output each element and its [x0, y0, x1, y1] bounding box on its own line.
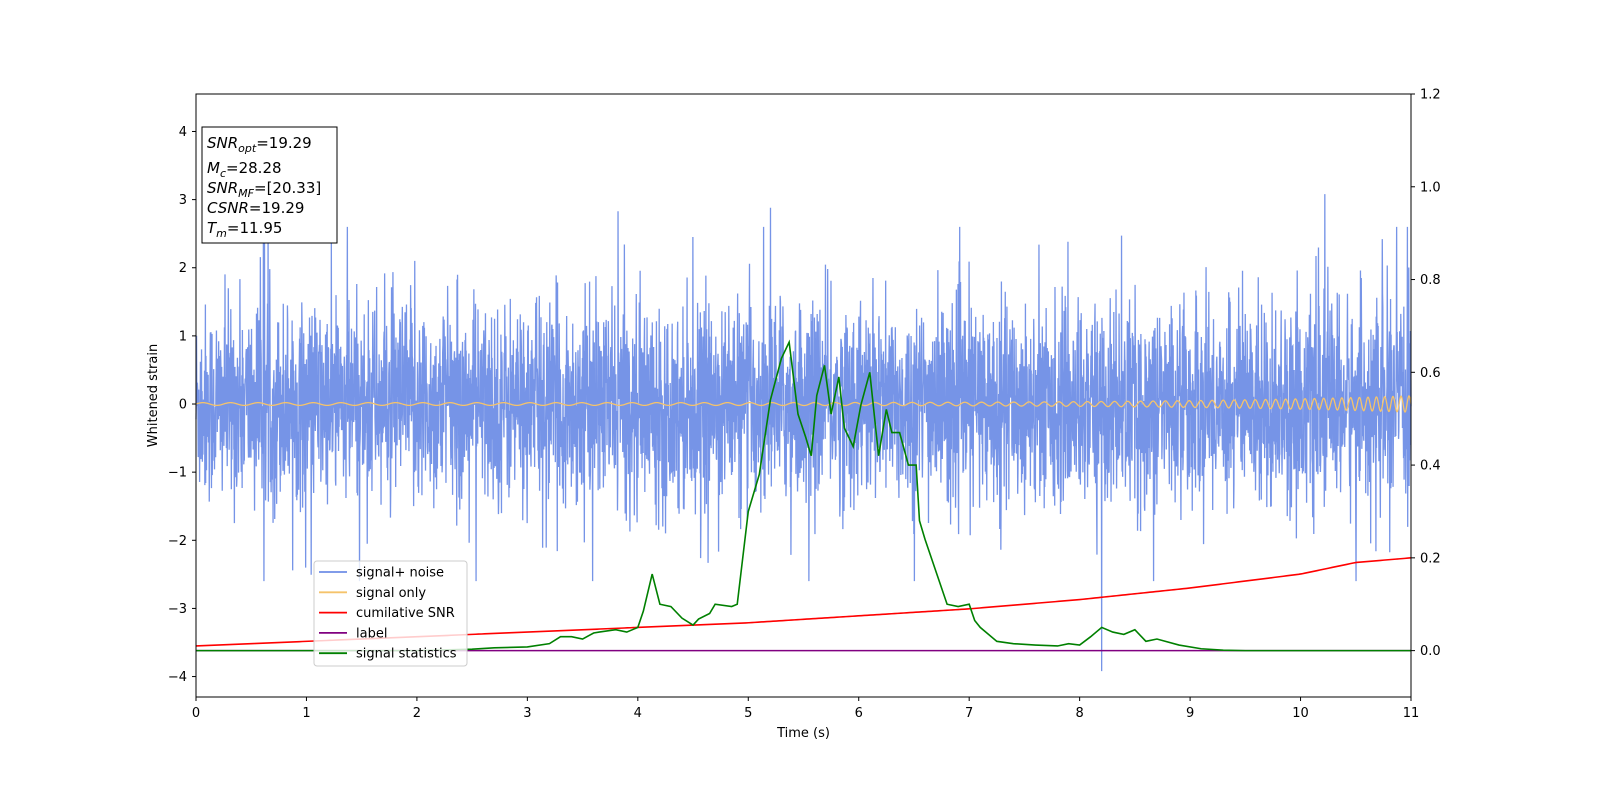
info-csnr: CSNR=19.29	[207, 199, 304, 217]
x-tick-label: 5	[744, 706, 752, 721]
x-tick-label: 7	[965, 706, 973, 721]
legend-frame	[313, 560, 468, 667]
x-tick-label: 0	[192, 706, 200, 721]
y-axis-left: −4 −3 −2 −1 0 1 2 3 4	[168, 125, 196, 685]
y-tick-label: 3	[179, 193, 187, 208]
info-snr_mf: SNRMF=[20.33]	[207, 179, 321, 200]
y2-tick-label: 1.0	[1420, 180, 1441, 195]
info-mc: Mc=28.28	[207, 159, 282, 180]
x-tick-label: 4	[634, 706, 642, 721]
y-tick-label: 2	[179, 261, 187, 276]
info-box-frame	[201, 126, 338, 244]
legend-entry: cumilative SNR	[356, 606, 455, 621]
y2-tick-label: 0.2	[1420, 551, 1441, 566]
info-tm: Tm=11.95	[207, 219, 282, 240]
legend-entry: label	[356, 626, 387, 641]
signal-statistics-line	[196, 339, 1411, 652]
plot-frame	[195, 93, 1412, 698]
y-axis-right: 0.0 0.2 0.4 0.6 0.8 1.0 1.2	[1411, 88, 1441, 659]
legend: signal+ noise signal only cumilative SNR la…	[313, 560, 468, 667]
signal-only-series	[195, 394, 1412, 413]
x-axis-label: Time (s)	[776, 726, 830, 741]
legend-entry: signal only	[356, 586, 426, 601]
y-tick-label: −3	[168, 602, 187, 617]
x-tick-label: 10	[1292, 706, 1309, 721]
x-tick-label: 11	[1403, 706, 1420, 721]
x-tick-label: 6	[855, 706, 863, 721]
y-tick-label: 0	[179, 398, 187, 413]
y-tick-label: 4	[179, 125, 187, 140]
signal-only-line	[195, 394, 1412, 413]
y2-tick-label: 0.0	[1420, 644, 1441, 659]
y-tick-label: 1	[179, 329, 187, 344]
x-tick-label: 1	[302, 706, 310, 721]
x-tick-label: 3	[523, 706, 531, 721]
y2-tick-label: 0.4	[1420, 459, 1441, 474]
x-tick-label: 8	[1075, 706, 1083, 721]
x-axis: 0 1 2 3 4 5 6 7 8 9 10 11	[192, 697, 1419, 721]
y-axis-label: Whitened strain	[146, 344, 161, 447]
y-tick-label: −1	[168, 466, 187, 481]
info-snr_opt: SNRopt=19.29	[207, 134, 312, 155]
y2-tick-label: 0.8	[1420, 273, 1441, 288]
y-tick-label: −4	[168, 670, 187, 685]
y2-tick-label: 1.2	[1420, 88, 1441, 103]
y2-tick-label: 0.6	[1420, 366, 1441, 381]
signal-noise-line	[195, 194, 1412, 672]
y-tick-label: −2	[168, 534, 187, 549]
x-tick-label: 2	[413, 706, 421, 721]
info-box: SNRopt=19.29 Mc=28.28SNRMF=[20.33]CSNR=19…	[201, 126, 338, 244]
legend-entry: signal+ noise	[356, 566, 444, 581]
legend-entry: signal statistics	[356, 647, 457, 662]
signal-noise-series	[195, 194, 1412, 672]
x-tick-label: 9	[1186, 706, 1194, 721]
